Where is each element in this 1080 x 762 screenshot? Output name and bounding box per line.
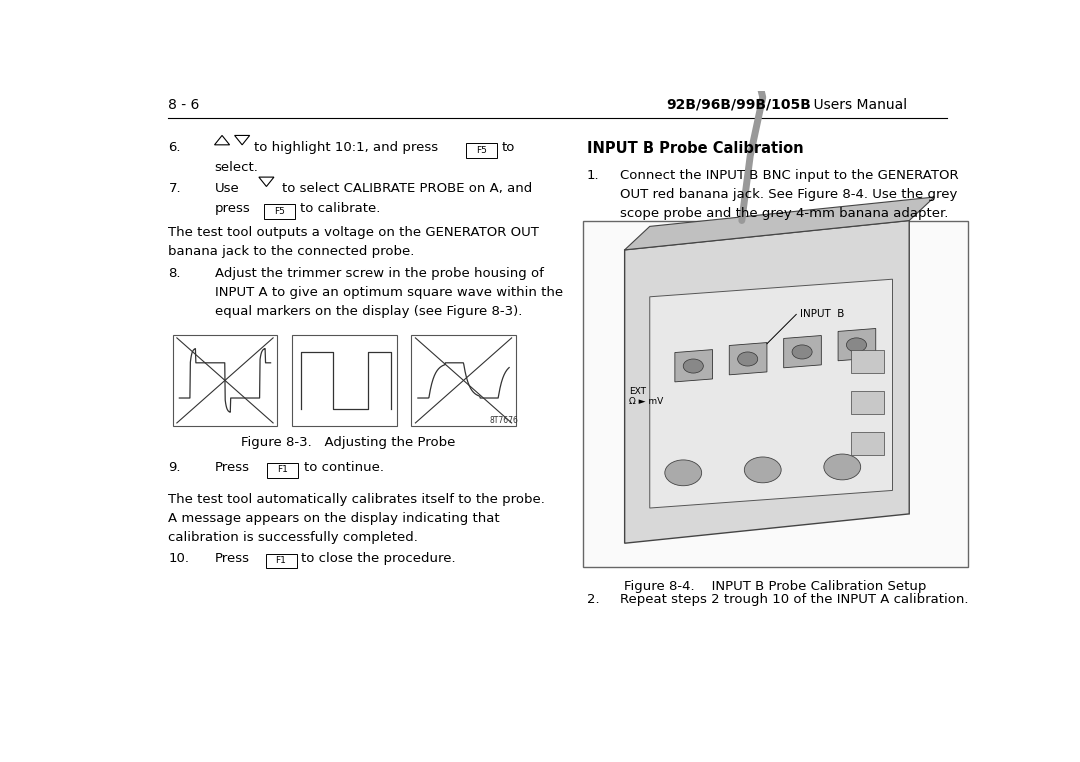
Bar	[411, 335, 516, 426]
FancyBboxPatch shape	[467, 143, 498, 158]
Polygon shape	[675, 350, 713, 382]
Text: 2.: 2.	[588, 593, 599, 606]
Polygon shape	[624, 220, 909, 543]
Text: Connect the INPUT B BNC input to the GENERATOR
OUT red banana jack. See Figure 8: Connect the INPUT B BNC input to the GEN…	[620, 169, 959, 220]
Bar	[293, 335, 397, 426]
Text: Use: Use	[215, 182, 240, 195]
Text: select.: select.	[215, 162, 258, 174]
Bar	[851, 350, 885, 373]
Text: The test tool automatically calibrates itself to the probe.
A message appears on: The test tool automatically calibrates i…	[168, 493, 545, 544]
Text: to continue.: to continue.	[305, 461, 384, 474]
Circle shape	[792, 345, 812, 359]
Bar	[583, 220, 968, 567]
Text: 6.: 6.	[168, 141, 181, 155]
Text: press: press	[215, 203, 251, 216]
Circle shape	[684, 359, 703, 373]
Text: Figure 8-4.    INPUT B Probe Calibration Setup: Figure 8-4. INPUT B Probe Calibration Se…	[624, 580, 927, 593]
Text: to: to	[501, 141, 515, 155]
Text: to select CALIBRATE PROBE on A, and: to select CALIBRATE PROBE on A, and	[282, 182, 532, 195]
Text: INPUT B Probe Calibration: INPUT B Probe Calibration	[588, 141, 804, 156]
FancyBboxPatch shape	[267, 463, 298, 478]
Text: 7.: 7.	[168, 182, 181, 195]
Circle shape	[847, 338, 866, 352]
Text: 8T7676: 8T7676	[489, 416, 518, 424]
Text: INPUT  B: INPUT B	[800, 309, 845, 319]
Text: Press: Press	[215, 552, 249, 565]
Polygon shape	[838, 328, 876, 360]
Polygon shape	[624, 197, 934, 250]
Text: EXT
Ω ► mV: EXT Ω ► mV	[629, 387, 663, 406]
Circle shape	[824, 454, 861, 480]
Bar	[173, 335, 278, 426]
Polygon shape	[650, 279, 892, 508]
Text: The test tool outputs a voltage on the GENERATOR OUT
banana jack to the connecte: The test tool outputs a voltage on the G…	[168, 226, 539, 258]
Text: 10.: 10.	[168, 552, 189, 565]
Text: F1: F1	[278, 466, 288, 475]
Text: to close the procedure.: to close the procedure.	[300, 552, 456, 565]
Polygon shape	[784, 335, 822, 368]
Text: F1: F1	[275, 556, 286, 565]
Text: Figure 8-3.   Adjusting the Probe: Figure 8-3. Adjusting the Probe	[241, 437, 456, 450]
Text: F5: F5	[274, 207, 285, 216]
FancyBboxPatch shape	[264, 204, 295, 219]
Text: 8.: 8.	[168, 267, 181, 280]
Circle shape	[665, 460, 702, 485]
Text: to highlight 10:1, and press: to highlight 10:1, and press	[254, 141, 438, 155]
Text: 8 - 6: 8 - 6	[168, 98, 200, 112]
Text: 9.: 9.	[168, 461, 181, 474]
FancyBboxPatch shape	[266, 554, 297, 568]
Text: 1.: 1.	[588, 169, 599, 182]
Text: Users Manual: Users Manual	[796, 98, 907, 112]
Text: Press: Press	[215, 461, 249, 474]
Circle shape	[744, 457, 781, 483]
Text: F5: F5	[476, 146, 487, 155]
Text: Repeat steps 2 trough 10 of the INPUT A calibration.: Repeat steps 2 trough 10 of the INPUT A …	[620, 593, 969, 606]
Text: 92B/96B/99B/105B: 92B/96B/99B/105B	[666, 98, 811, 112]
Text: Adjust the trimmer screw in the probe housing of
INPUT A to give an optimum squa: Adjust the trimmer screw in the probe ho…	[215, 267, 563, 319]
Bar	[851, 432, 885, 455]
Text: to calibrate.: to calibrate.	[300, 203, 380, 216]
Bar	[851, 391, 885, 415]
Circle shape	[738, 352, 758, 366]
Polygon shape	[729, 343, 767, 375]
